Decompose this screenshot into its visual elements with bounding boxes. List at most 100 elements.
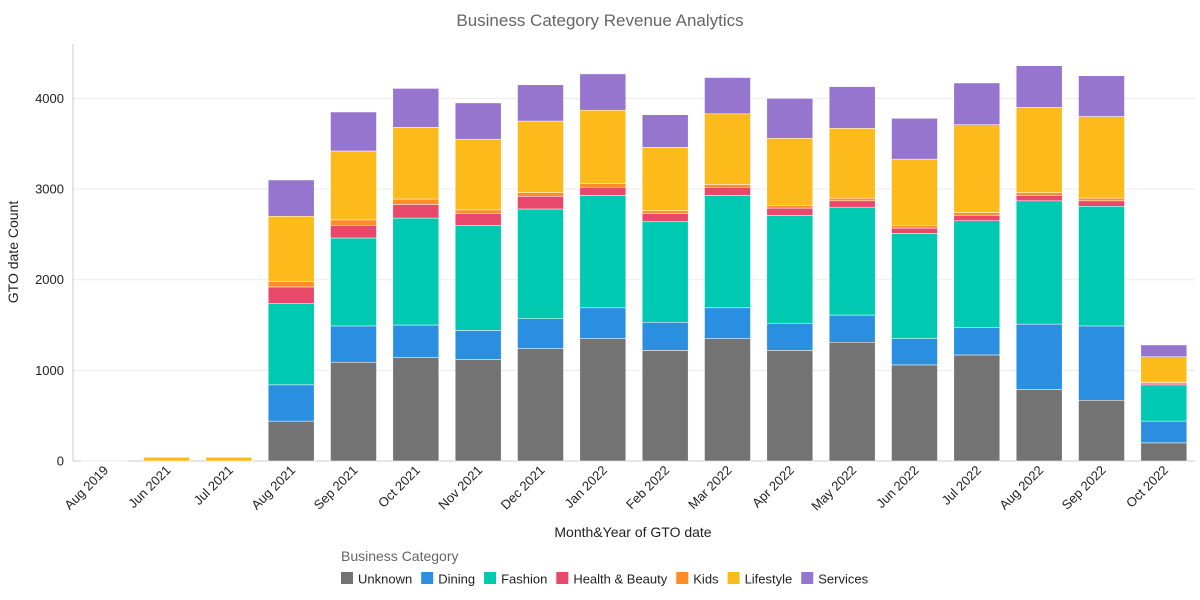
bar-segment-unknown[interactable] (455, 359, 501, 461)
bar-segment-services[interactable] (892, 118, 938, 159)
bar-segment-lifestyle[interactable] (206, 457, 252, 461)
bar-segment-unknown[interactable] (580, 339, 626, 461)
bar-segment-unknown[interactable] (892, 365, 938, 461)
bar-segment-lifestyle[interactable] (393, 127, 439, 199)
bar-segment-unknown[interactable] (705, 339, 751, 461)
bar-segment-health-beauty[interactable] (393, 204, 439, 218)
bar-segment-health-beauty[interactable] (268, 287, 314, 303)
bar-segment-dining[interactable] (455, 330, 501, 359)
bar-segment-kids[interactable] (331, 220, 377, 225)
bar-segment-dining[interactable] (642, 322, 688, 350)
bar-segment-fashion[interactable] (767, 215, 813, 323)
bar-segment-fashion[interactable] (954, 221, 1000, 328)
bar-segment-lifestyle[interactable] (829, 128, 875, 198)
bar-segment-unknown[interactable] (954, 355, 1000, 461)
bar-segment-lifestyle[interactable] (144, 457, 190, 461)
bar-segment-health-beauty[interactable] (1141, 383, 1187, 385)
bar-segment-kids[interactable] (892, 225, 938, 228)
bar-segment-unknown[interactable] (767, 350, 813, 461)
bar-segment-services[interactable] (954, 83, 1000, 125)
bar-segment-kids[interactable] (580, 184, 626, 188)
bar-segment-services[interactable] (331, 112, 377, 151)
bar-segment-services[interactable] (767, 98, 813, 138)
bar-segment-kids[interactable] (1016, 193, 1062, 196)
bar-segment-services[interactable] (642, 115, 688, 148)
bar-segment-dining[interactable] (954, 328, 1000, 355)
bar-segment-unknown[interactable] (518, 349, 564, 461)
bar-segment-lifestyle[interactable] (767, 138, 813, 205)
bar-segment-fashion[interactable] (829, 207, 875, 315)
bar-segment-fashion[interactable] (580, 195, 626, 307)
bar-segment-unknown[interactable] (829, 342, 875, 461)
bar-segment-health-beauty[interactable] (767, 208, 813, 215)
bar-segment-health-beauty[interactable] (1016, 195, 1062, 200)
bar-segment-fashion[interactable] (518, 209, 564, 319)
bar-segment-lifestyle[interactable] (1079, 117, 1125, 199)
bar-segment-unknown[interactable] (1016, 389, 1062, 461)
bar-segment-health-beauty[interactable] (954, 215, 1000, 220)
bar-segment-health-beauty[interactable] (455, 214, 501, 226)
bar-segment-health-beauty[interactable] (580, 187, 626, 195)
bar-segment-fashion[interactable] (705, 195, 751, 307)
bar-segment-dining[interactable] (767, 323, 813, 350)
bar-segment-kids[interactable] (767, 205, 813, 208)
bar-segment-services[interactable] (268, 180, 314, 216)
bar-segment-services[interactable] (1079, 76, 1125, 117)
bar-segment-dining[interactable] (892, 339, 938, 365)
bar-segment-health-beauty[interactable] (331, 225, 377, 238)
bar-segment-lifestyle[interactable] (954, 125, 1000, 213)
bar-segment-unknown[interactable] (331, 362, 377, 461)
bar-segment-dining[interactable] (331, 326, 377, 362)
bar-segment-unknown[interactable] (81, 461, 127, 462)
bar-segment-lifestyle[interactable] (268, 216, 314, 281)
bar-segment-lifestyle[interactable] (580, 110, 626, 183)
bar-segment-services[interactable] (518, 85, 564, 121)
bar-segment-services[interactable] (455, 103, 501, 139)
bar-segment-dining[interactable] (393, 325, 439, 358)
bar-segment-dining[interactable] (705, 308, 751, 339)
bar-segment-health-beauty[interactable] (518, 196, 564, 209)
bar-segment-fashion[interactable] (1016, 201, 1062, 324)
bar-segment-unknown[interactable] (1141, 443, 1187, 461)
bar-segment-health-beauty[interactable] (829, 201, 875, 207)
bar-segment-kids[interactable] (455, 210, 501, 214)
bar-segment-kids[interactable] (642, 211, 688, 214)
bar-segment-dining[interactable] (1079, 326, 1125, 400)
bar-segment-lifestyle[interactable] (642, 147, 688, 210)
bar-segment-services[interactable] (393, 88, 439, 127)
bar-segment-kids[interactable] (393, 199, 439, 204)
bar-segment-fashion[interactable] (892, 233, 938, 338)
bar-segment-unknown[interactable] (642, 350, 688, 461)
bar-segment-lifestyle[interactable] (892, 159, 938, 225)
bar-segment-lifestyle[interactable] (705, 114, 751, 185)
bar-segment-dining[interactable] (1016, 324, 1062, 389)
bar-segment-services[interactable] (705, 78, 751, 114)
bar-segment-kids[interactable] (268, 282, 314, 287)
bar-segment-fashion[interactable] (268, 303, 314, 385)
bar-segment-health-beauty[interactable] (1079, 201, 1125, 206)
bar-segment-fashion[interactable] (642, 222, 688, 323)
bar-segment-health-beauty[interactable] (705, 187, 751, 195)
bar-segment-dining[interactable] (268, 385, 314, 421)
bar-segment-lifestyle[interactable] (455, 139, 501, 210)
bar-segment-unknown[interactable] (1079, 400, 1125, 461)
bar-segment-lifestyle[interactable] (331, 151, 377, 220)
bar-segment-kids[interactable] (829, 198, 875, 201)
bar-segment-fashion[interactable] (393, 218, 439, 325)
bar-segment-services[interactable] (580, 74, 626, 110)
bar-segment-dining[interactable] (518, 319, 564, 349)
bar-segment-kids[interactable] (705, 185, 751, 188)
bar-segment-services[interactable] (1016, 66, 1062, 108)
bar-segment-kids[interactable] (954, 213, 1000, 216)
bar-segment-kids[interactable] (518, 193, 564, 197)
bar-segment-services[interactable] (829, 87, 875, 129)
bar-segment-unknown[interactable] (393, 358, 439, 461)
bar-segment-lifestyle[interactable] (1016, 107, 1062, 192)
bar-segment-fashion[interactable] (1141, 385, 1187, 421)
bar-segment-dining[interactable] (580, 308, 626, 339)
bar-segment-unknown[interactable] (268, 421, 314, 461)
bar-segment-services[interactable] (1141, 345, 1187, 357)
bar-segment-lifestyle[interactable] (1141, 357, 1187, 382)
bar-segment-lifestyle[interactable] (518, 121, 564, 193)
bar-segment-dining[interactable] (1141, 421, 1187, 443)
